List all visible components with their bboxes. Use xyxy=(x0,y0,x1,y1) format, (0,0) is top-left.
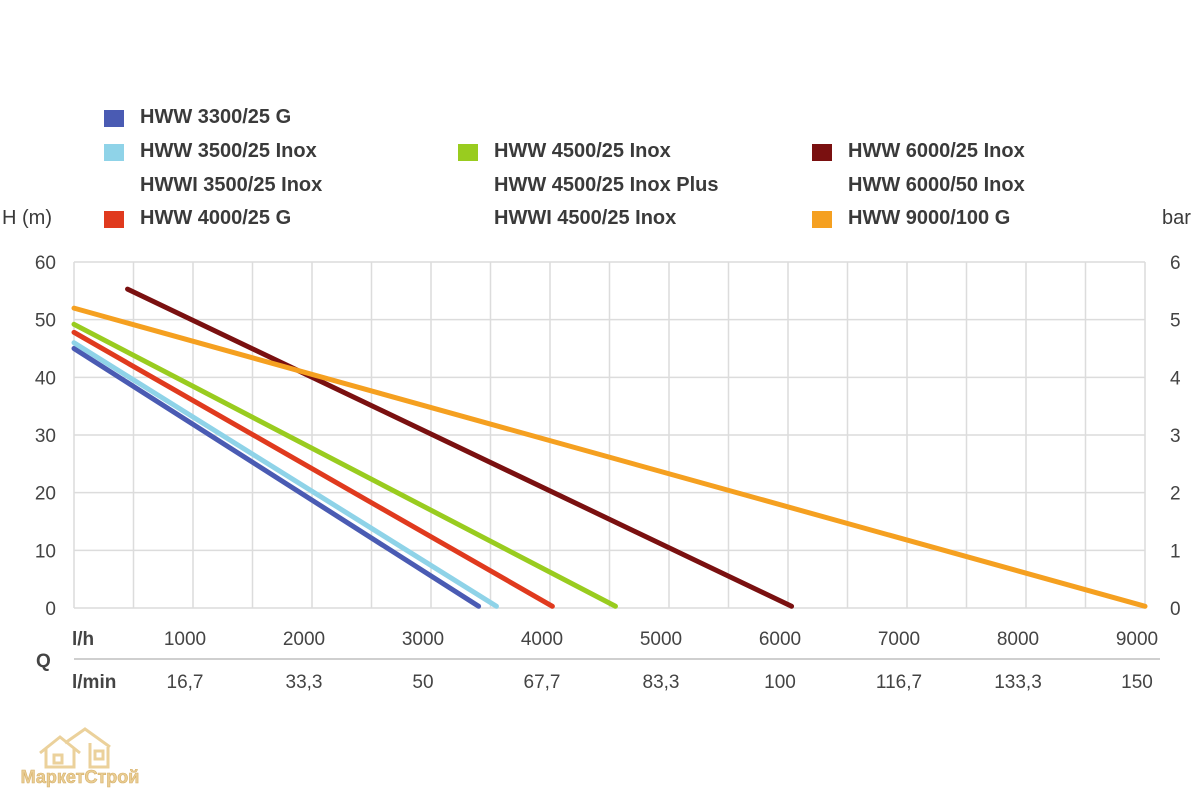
legend-swatch xyxy=(104,211,124,228)
x-tick-label-lmin: 16,7 xyxy=(167,672,204,693)
legend-swatch xyxy=(812,211,832,228)
x-tick-label-lh: 8000 xyxy=(997,629,1039,650)
x-unit-lh: l/h xyxy=(72,629,94,650)
y-tick-label-left: 50 xyxy=(35,311,56,332)
x-tick-label-lh: 7000 xyxy=(878,629,920,650)
series-line-2 xyxy=(71,329,555,609)
legend-sub-hww6000-50: HWW 6000/50 Inox xyxy=(848,174,1025,196)
legend-label: HWW 4000/25 G xyxy=(140,207,292,229)
y-tick-label-left: 30 xyxy=(35,426,56,447)
x-tick-label-lmin: 50 xyxy=(412,672,433,693)
y-tick-label-right: 4 xyxy=(1170,368,1181,389)
legend-sub-hww4500-plus: HWW 4500/25 Inox Plus xyxy=(494,174,719,196)
legend-swatch xyxy=(104,144,124,161)
x-tick-label-lh: 3000 xyxy=(402,629,444,650)
legend-label: HWW 3300/25 G xyxy=(140,106,292,128)
y-tick-label-right: 3 xyxy=(1170,426,1181,447)
series-line-5 xyxy=(71,305,1148,609)
x-tick-label-lh: 4000 xyxy=(521,629,563,650)
series-line-4 xyxy=(125,286,795,609)
watermark-text: МаркетСтрой xyxy=(21,767,140,787)
x-tick-label-lmin: 133,3 xyxy=(994,672,1042,693)
x-tick-label-lmin: 116,7 xyxy=(876,672,922,693)
y-tick-label-right: 2 xyxy=(1170,484,1181,505)
legend-label: HWW 4500/25 Inox xyxy=(494,140,671,162)
legend-swatch xyxy=(812,144,832,161)
legend-label: HWW 3500/25 Inox xyxy=(140,140,317,162)
x-tick-label-lh: 1000 xyxy=(164,629,206,650)
y-tick-label-left: 0 xyxy=(45,599,56,620)
legend-item-hww6000: HWW 6000/25 Inox xyxy=(812,140,1025,163)
house-icon xyxy=(39,727,111,769)
x-tick-label-lmin: 100 xyxy=(764,672,796,693)
x-tick-label-lh: 2000 xyxy=(283,629,325,650)
watermark-logo: МаркетСтрой xyxy=(20,727,140,787)
tick-labels: 0 0 10 1 20 2 30 3 40 4 50 5 60 6 1000 16,7 2000 33,3 3000… xyxy=(35,253,1181,693)
series-line-0 xyxy=(71,346,482,609)
y-tick-label-left: 40 xyxy=(35,368,56,389)
y-tick-label-right: 6 xyxy=(1170,253,1181,274)
y-axis-left-title: H (m) xyxy=(2,207,52,229)
x-tick-label-lmin: 150 xyxy=(1121,672,1153,693)
x-tick-label-lh: 6000 xyxy=(759,629,801,650)
y-axis-right-title: bar xyxy=(1162,207,1191,229)
series-lines xyxy=(71,286,1148,609)
q-label: Q xyxy=(36,651,51,672)
series-line-1 xyxy=(71,340,499,609)
legend-item-hww3500: HWW 3500/25 Inox xyxy=(104,140,317,163)
x-tick-label-lmin: 83,3 xyxy=(643,672,680,693)
x-tick-label-lmin: 67,7 xyxy=(524,672,561,693)
y-tick-label-left: 60 xyxy=(35,253,56,274)
legend-item-hww3300: HWW 3300/25 G xyxy=(104,106,292,129)
y-tick-label-right: 5 xyxy=(1170,311,1181,332)
y-tick-label-left: 10 xyxy=(35,541,56,562)
legend-label: HWW 6000/25 Inox xyxy=(848,140,1025,162)
legend-item-hww4500: HWW 4500/25 Inox xyxy=(458,140,671,163)
legend-item-hww4000: HWW 4000/25 G xyxy=(104,207,292,230)
legend-sub-hwwi4500: HWWI 4500/25 Inox xyxy=(494,207,677,229)
x-unit-lmin: l/min xyxy=(72,672,116,693)
y-tick-label-right: 1 xyxy=(1170,541,1181,562)
legend-swatch xyxy=(104,110,124,127)
legend-label: HWW 9000/100 G xyxy=(848,207,1011,229)
legend-item-hww9000: HWW 9000/100 G xyxy=(812,207,1011,230)
x-tick-label-lmin: 33,3 xyxy=(286,672,323,693)
y-tick-label-right: 0 xyxy=(1170,599,1181,620)
legend-swatch xyxy=(458,144,478,161)
x-tick-label-lh: 9000 xyxy=(1116,629,1158,650)
y-tick-label-left: 20 xyxy=(35,484,56,505)
legend-sub-hwwi3500: HWWI 3500/25 Inox xyxy=(140,174,323,196)
series-line-3 xyxy=(71,321,618,609)
x-tick-label-lh: 5000 xyxy=(640,629,682,650)
